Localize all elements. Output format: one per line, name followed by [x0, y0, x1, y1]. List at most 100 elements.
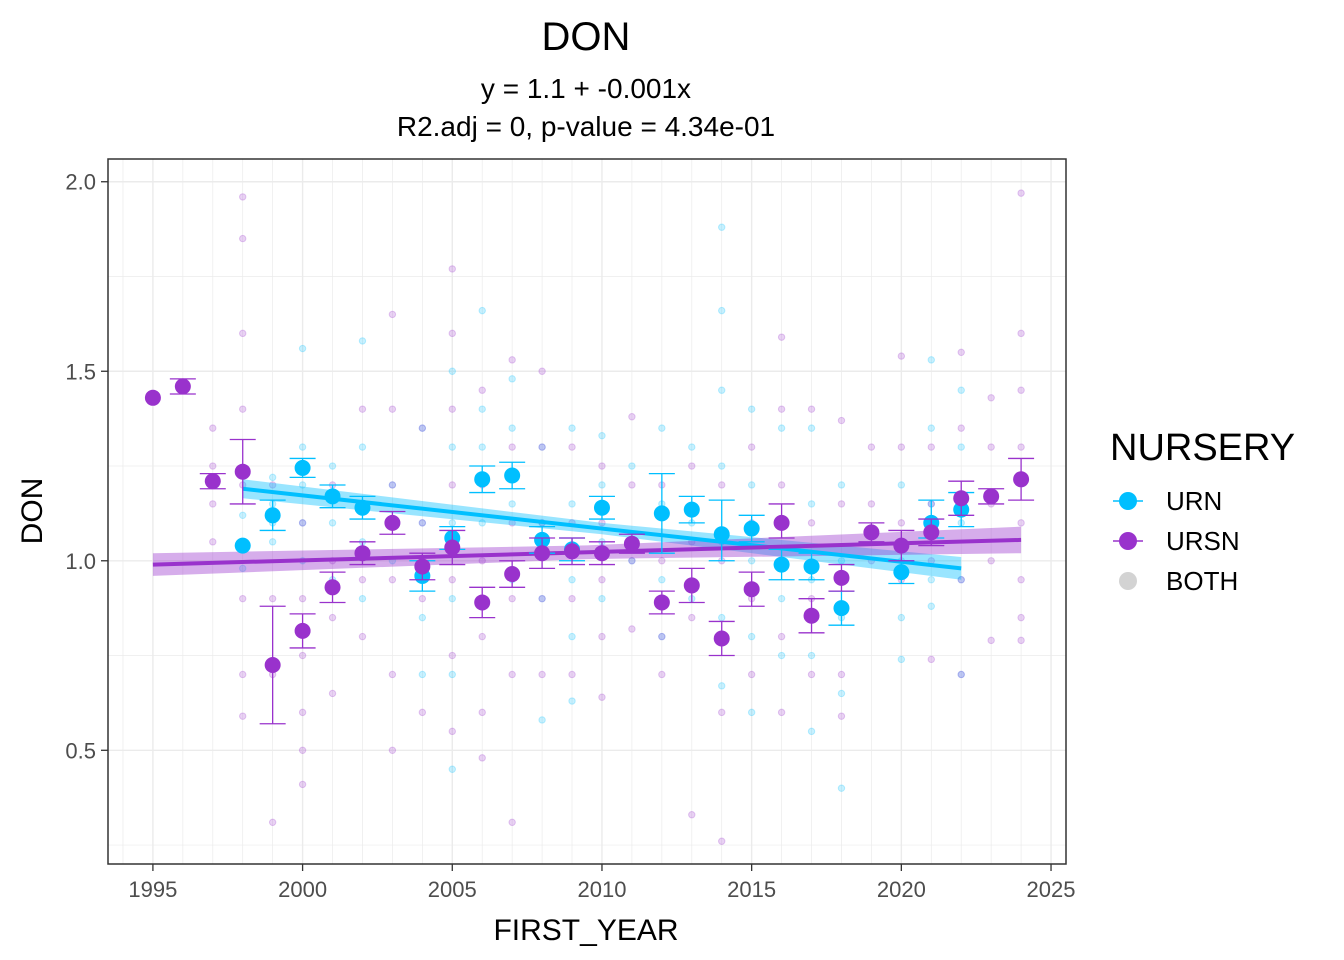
mean-point-urn	[743, 520, 760, 537]
mean-point-ursn	[204, 473, 221, 490]
raw-point-urn	[448, 367, 456, 375]
raw-point-urn	[927, 602, 935, 610]
raw-point-urn	[747, 557, 756, 565]
raw-point-urn	[777, 651, 786, 660]
mean-point-ursn	[653, 594, 670, 611]
legend-key	[1119, 492, 1137, 510]
mean-point-urn	[803, 558, 820, 575]
raw-point-ursn	[298, 746, 307, 754]
raw-point-urn	[568, 576, 576, 584]
raw-point-ursn	[1017, 329, 1025, 338]
raw-point-ursn	[777, 632, 786, 641]
raw-point-ursn	[239, 329, 247, 338]
raw-point-urn	[418, 613, 427, 622]
mean-point-ursn	[534, 545, 551, 562]
raw-point-ursn	[478, 754, 486, 762]
raw-point-ursn	[478, 557, 486, 565]
mean-point-ursn	[384, 514, 401, 531]
raw-point-urn	[388, 481, 397, 489]
raw-point-urn	[298, 519, 307, 527]
raw-point-ursn	[927, 443, 935, 451]
raw-point-urn	[658, 424, 666, 432]
raw-point-ursn	[957, 670, 965, 679]
raw-point-ursn	[777, 333, 786, 341]
y-axis-title: DON	[16, 478, 49, 545]
raw-point-urn	[718, 306, 726, 315]
raw-point-ursn	[268, 818, 277, 827]
raw-point-ursn	[598, 462, 606, 470]
raw-point-urn	[957, 576, 965, 584]
legend-entry-both: BOTH	[1119, 566, 1238, 596]
raw-point-ursn	[209, 424, 217, 432]
mean-point-ursn	[593, 545, 610, 562]
mean-point-ursn	[354, 545, 371, 562]
mean-point-ursn	[623, 535, 640, 552]
raw-point-ursn	[628, 481, 636, 489]
mean-point-urn	[773, 556, 790, 573]
x-tick-label: 2015	[727, 877, 776, 902]
legend-label: URSN	[1166, 526, 1240, 556]
raw-point-urn	[298, 344, 307, 353]
mean-point-ursn	[504, 566, 521, 583]
raw-point-urn	[538, 443, 546, 451]
raw-point-ursn	[538, 670, 546, 679]
raw-point-urn	[568, 424, 576, 432]
mean-point-urn	[653, 505, 670, 522]
mean-point-ursn	[144, 389, 161, 406]
legend-key	[1119, 572, 1137, 590]
raw-point-ursn	[957, 424, 965, 432]
raw-point-ursn	[628, 413, 636, 421]
raw-point-urn	[448, 670, 456, 679]
raw-point-ursn	[448, 405, 456, 413]
raw-point-ursn	[897, 352, 906, 360]
raw-point-ursn	[388, 670, 397, 679]
raw-point-urn	[448, 594, 456, 603]
raw-point-urn	[448, 765, 456, 773]
legend-title: NURSERY	[1110, 427, 1295, 469]
raw-point-ursn	[448, 727, 456, 736]
raw-point-urn	[957, 443, 965, 451]
raw-point-ursn	[448, 265, 456, 273]
raw-point-ursn	[388, 576, 397, 584]
raw-point-urn	[658, 632, 666, 641]
raw-point-ursn	[688, 811, 696, 819]
raw-point-urn	[598, 594, 606, 603]
raw-point-ursn	[837, 670, 846, 679]
raw-point-urn	[747, 708, 756, 717]
raw-point-ursn	[508, 594, 516, 603]
raw-point-ursn	[598, 576, 606, 584]
raw-point-ursn	[538, 443, 546, 451]
legend-entry-ursn: URSN	[1113, 526, 1240, 556]
raw-point-ursn	[1017, 636, 1025, 645]
raw-point-urn	[239, 564, 247, 573]
raw-point-ursn	[718, 708, 726, 717]
raw-point-ursn	[478, 708, 486, 717]
mean-point-urn	[234, 537, 251, 554]
raw-point-urn	[807, 727, 816, 736]
mean-point-ursn	[294, 622, 311, 639]
raw-point-ursn	[239, 670, 247, 679]
mean-point-ursn	[773, 514, 790, 531]
raw-point-urn	[268, 473, 277, 482]
y-tick-label: 0.5	[65, 738, 96, 763]
raw-point-ursn	[867, 500, 876, 508]
y-tick-label: 2.0	[65, 170, 96, 195]
raw-point-ursn	[418, 708, 427, 717]
raw-point-ursn	[1017, 613, 1025, 622]
mean-point-urn	[294, 459, 311, 476]
chart-title: DON	[542, 15, 631, 59]
legend-label: URN	[1166, 486, 1222, 516]
raw-point-ursn	[1017, 576, 1025, 584]
raw-point-urn	[448, 519, 456, 527]
raw-point-urn	[358, 443, 367, 451]
raw-point-urn	[598, 431, 606, 440]
raw-point-urn	[718, 462, 726, 470]
raw-point-urn	[658, 576, 666, 584]
legend: NURSERY URN URSN BOTH	[1110, 427, 1295, 596]
raw-point-ursn	[328, 613, 337, 622]
raw-point-ursn	[747, 670, 756, 679]
mean-point-urn	[593, 499, 610, 516]
legend-key	[1119, 532, 1137, 550]
mean-point-urn	[474, 471, 491, 488]
raw-point-urn	[718, 386, 726, 394]
